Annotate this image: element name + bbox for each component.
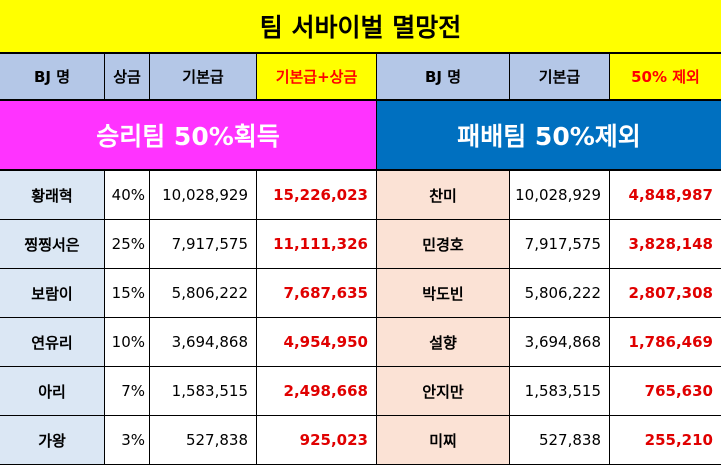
base-pay-cell: 1,583,515 — [150, 367, 257, 416]
prize-percent-cell: 3% — [105, 416, 150, 465]
table-row: 황래혁 40% 10,028,929 15,226,023 찬미 10,028,929 4,… — [0, 171, 721, 220]
bj-name-cell: 황래혁 — [0, 171, 105, 220]
bj-name-2-cell: 설향 — [377, 318, 510, 367]
header-prize: 상금 — [105, 54, 150, 101]
bj-name-cell: 찡찡서은 — [0, 220, 105, 269]
minus-cell: 4,848,987 — [610, 171, 721, 220]
bj-name-2-cell: 미찌 — [377, 416, 510, 465]
header-bj-name: BJ 명 — [0, 54, 105, 101]
total-cell: 11,111,326 — [257, 220, 377, 269]
bj-name-cell: 연유리 — [0, 318, 105, 367]
table-row: 가왕 3% 527,838 925,023 미찌 527,838 255,210 — [0, 416, 721, 465]
prize-percent-cell: 25% — [105, 220, 150, 269]
base-pay-2-cell: 3,694,868 — [510, 318, 610, 367]
header-base-pay: 기본급 — [150, 54, 257, 101]
prize-percent-cell: 10% — [105, 318, 150, 367]
total-cell: 4,954,950 — [257, 318, 377, 367]
base-pay-cell: 3,694,868 — [150, 318, 257, 367]
bj-name-cell: 아리 — [0, 367, 105, 416]
bj-name-cell: 가왕 — [0, 416, 105, 465]
prize-percent-cell: 7% — [105, 367, 150, 416]
table-row: 아리 7% 1,583,515 2,498,668 안지만 1,583,515 765,63… — [0, 367, 721, 416]
base-pay-2-cell: 1,583,515 — [510, 367, 610, 416]
base-pay-2-cell: 5,806,222 — [510, 269, 610, 318]
minus-cell: 1,786,469 — [610, 318, 721, 367]
bj-name-cell: 보람이 — [0, 269, 105, 318]
header-base-plus-prize: 기본급+상금 — [257, 54, 377, 101]
base-pay-cell: 5,806,222 — [150, 269, 257, 318]
table-row: 찡찡서은 25% 7,917,575 11,111,326 민경호 7,917,575 3,… — [0, 220, 721, 269]
minus-cell: 2,807,308 — [610, 269, 721, 318]
bj-name-2-cell: 안지만 — [377, 367, 510, 416]
sheet-title: 팀 서바이벌 멸망전 — [0, 0, 721, 54]
minus-cell: 255,210 — [610, 416, 721, 465]
lose-team-banner: 패배팀 50%제외 — [377, 101, 721, 171]
total-cell: 15,226,023 — [257, 171, 377, 220]
minus-cell: 765,630 — [610, 367, 721, 416]
base-pay-cell: 10,028,929 — [150, 171, 257, 220]
total-cell: 2,498,668 — [257, 367, 377, 416]
base-pay-cell: 7,917,575 — [150, 220, 257, 269]
total-cell: 925,023 — [257, 416, 377, 465]
header-base-pay-2: 기본급 — [510, 54, 610, 101]
header-bj-name-2: BJ 명 — [377, 54, 510, 101]
base-pay-2-cell: 7,917,575 — [510, 220, 610, 269]
bj-name-2-cell: 박도빈 — [377, 269, 510, 318]
header-minus-50: 50% 제외 — [610, 54, 721, 101]
table-row: 연유리 10% 3,694,868 4,954,950 설향 3,694,868 1,786… — [0, 318, 721, 367]
win-team-banner: 승리팀 50%획득 — [0, 101, 377, 171]
table-row: 보람이 15% 5,806,222 7,687,635 박도빈 5,806,222 2,80… — [0, 269, 721, 318]
base-pay-2-cell: 527,838 — [510, 416, 610, 465]
bj-name-2-cell: 민경호 — [377, 220, 510, 269]
base-pay-2-cell: 10,028,929 — [510, 171, 610, 220]
total-cell: 7,687,635 — [257, 269, 377, 318]
bj-name-2-cell: 찬미 — [377, 171, 510, 220]
minus-cell: 3,828,148 — [610, 220, 721, 269]
prize-percent-cell: 15% — [105, 269, 150, 318]
base-pay-cell: 527,838 — [150, 416, 257, 465]
prize-percent-cell: 40% — [105, 171, 150, 220]
